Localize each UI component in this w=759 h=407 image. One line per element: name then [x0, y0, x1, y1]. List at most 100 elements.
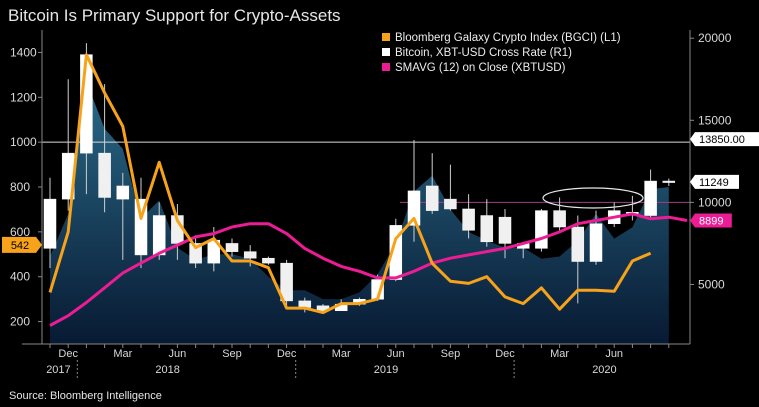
right-value-label: 13850.00: [699, 134, 745, 146]
x-year-label: 2017: [46, 364, 70, 376]
candle: [480, 199, 494, 247]
candle: [243, 245, 257, 267]
highlight-ellipse: [542, 187, 644, 209]
x-month-label: Mar: [113, 348, 132, 360]
axes-group: 1400 1200 1000 800 600 400 200 20000 15000 10000 5…: [2, 30, 732, 376]
candle-body: [498, 216, 512, 244]
right-value-tag: 13850.00: [690, 132, 759, 147]
candle-body: [389, 225, 403, 280]
right-value-tag: 8899: [690, 213, 732, 228]
right-tick-label: 20000: [698, 31, 732, 45]
candle-body: [462, 208, 475, 231]
candle: [280, 259, 293, 308]
right-value-tag: 11249: [690, 174, 739, 189]
legend-label: Bitcoin, XBT-USD Cross Rate (R1): [395, 47, 572, 59]
x-month-label: Jun: [605, 348, 623, 360]
candle: [189, 235, 202, 269]
candle: [553, 197, 566, 232]
candle-body: [535, 210, 548, 249]
legend-swatch: [382, 63, 390, 71]
x-month-label: Jun: [387, 348, 405, 360]
right-value-box: [690, 132, 759, 147]
candle: [116, 172, 130, 260]
candle-body: [444, 198, 457, 210]
smavg-line: [49, 212, 688, 327]
x-month-label: Sep: [441, 348, 461, 360]
candle-body: [280, 262, 293, 302]
candle: [662, 178, 676, 186]
left-tick-label: 1200: [10, 90, 37, 104]
x-month-label: Dec: [495, 348, 515, 360]
left-tick-label: 400: [10, 270, 30, 284]
x-month-label: Mar: [550, 348, 569, 360]
source-note: Source: Bloomberg Intelligence: [9, 390, 162, 402]
left-tick-label: 1000: [10, 135, 37, 149]
left-tick-label: 1400: [10, 45, 37, 59]
candle-body: [298, 300, 312, 308]
candle: [225, 238, 239, 257]
candle: [644, 169, 657, 219]
legend-label: Bloomberg Galaxy Crypto Index (BGCI) (L1…: [395, 32, 621, 44]
x-month-label: Dec: [277, 348, 297, 360]
x-month-label: Jun: [169, 348, 187, 360]
candle-body: [589, 223, 603, 262]
right-value-label: 11249: [699, 177, 729, 189]
candle-body: [262, 257, 275, 264]
candle-body: [116, 185, 130, 200]
right-labels-group: 13850.00 11249 8899: [690, 132, 759, 228]
candle-body: [152, 215, 166, 256]
candle: [262, 256, 275, 265]
legend-swatch: [382, 33, 390, 41]
candle: [444, 164, 457, 211]
right-value-box: [690, 174, 739, 189]
candle: [43, 177, 57, 269]
left-tick-label: 600: [10, 225, 30, 239]
legend-label: SMAVG (12) on Close (XBTUSD): [395, 62, 566, 74]
candle-body: [407, 190, 421, 226]
candle-body: [98, 152, 111, 198]
right-tick-label: 5000: [698, 277, 725, 291]
bgci-line: [48, 53, 652, 315]
candle-body: [425, 185, 439, 211]
candles-group: [43, 43, 676, 313]
candle-body: [225, 243, 239, 252]
candle: [98, 84, 111, 213]
candle-body: [644, 180, 657, 216]
candle: [425, 153, 439, 214]
x-month-label: Mar: [332, 348, 351, 360]
candle-body: [571, 226, 585, 262]
left-tick-label: 200: [10, 315, 30, 329]
candle-body: [553, 210, 566, 228]
candle-body: [480, 215, 494, 243]
x-year-label: 2018: [155, 364, 179, 376]
candle-body: [243, 251, 257, 259]
bgci-area: [50, 81, 669, 344]
x-month-label: Dec: [58, 348, 78, 360]
legend: Bloomberg Galaxy Crypto Index (BGCI) (L1…: [382, 32, 621, 74]
candle-body: [189, 243, 202, 264]
candle: [389, 218, 403, 282]
candle-body: [662, 180, 676, 183]
right-tick-label: 15000: [698, 113, 732, 127]
chart-title: Bitcoin Is Primary Support for Crypto-As…: [8, 6, 341, 25]
candle: [498, 208, 512, 259]
candle: [152, 202, 166, 260]
candle: [535, 208, 548, 252]
right-tick-label: 10000: [698, 195, 732, 209]
legend-swatch: [382, 48, 390, 56]
left-marker-box: [2, 236, 42, 253]
x-year-label: 2020: [592, 364, 616, 376]
left-marker-label: 542: [11, 240, 29, 252]
x-month-label: Sep: [222, 348, 242, 360]
candle-body: [43, 198, 57, 249]
right-value-box: [690, 213, 732, 228]
left-tick-label: 800: [10, 180, 30, 194]
bgci-area-group: [50, 81, 669, 344]
candle: [462, 194, 475, 239]
x-year-label: 2019: [374, 364, 398, 376]
candle: [407, 140, 421, 242]
candle: [626, 195, 639, 221]
lines-group: [48, 53, 688, 327]
right-value-label: 8899: [699, 215, 723, 227]
